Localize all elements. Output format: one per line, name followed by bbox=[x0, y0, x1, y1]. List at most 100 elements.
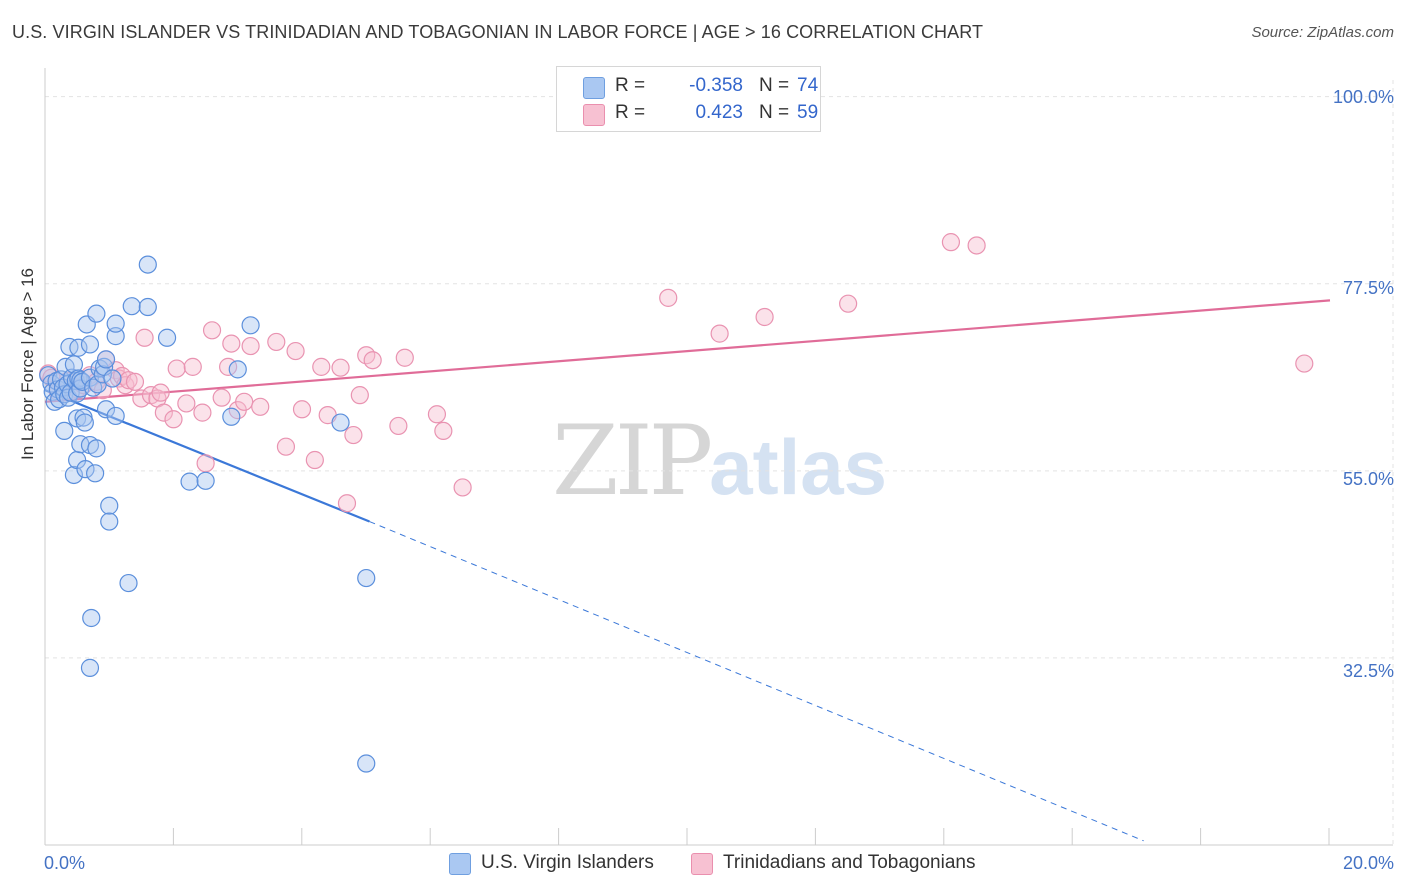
point-trinidadians bbox=[755, 307, 774, 327]
x-tick-label-min: 0.0% bbox=[44, 853, 86, 873]
point-trinidadians bbox=[135, 328, 154, 347]
point-trinidadians bbox=[839, 294, 858, 313]
axes bbox=[44, 68, 1393, 846]
point-virgin-islanders bbox=[82, 608, 101, 628]
legend-swatch-blue bbox=[583, 77, 605, 99]
point-trinidadians bbox=[241, 336, 260, 356]
point-virgin-islanders bbox=[196, 471, 215, 490]
x-tick-label-max: 20.0% bbox=[1342, 853, 1394, 873]
point-trinidadians bbox=[286, 341, 305, 361]
point-virgin-islanders bbox=[50, 390, 69, 409]
point-virgin-islanders bbox=[106, 406, 125, 426]
point-trinidadians bbox=[251, 397, 270, 416]
point-trinidadians bbox=[710, 324, 729, 343]
y-tick-label-32-5: 32.5% bbox=[1342, 661, 1394, 681]
point-trinidadians bbox=[344, 425, 363, 445]
point-trinidadians bbox=[389, 416, 408, 436]
point-trinidadians bbox=[337, 494, 357, 513]
point-trinidadians bbox=[151, 383, 170, 402]
legend-r-value: 0.423 bbox=[695, 102, 743, 123]
point-trinidadians bbox=[212, 388, 231, 407]
point-trinidadians bbox=[427, 405, 447, 424]
point-trinidadians bbox=[202, 321, 222, 340]
point-trinidadians bbox=[119, 371, 138, 390]
point-trinidadians bbox=[132, 389, 151, 408]
point-virgin-islanders bbox=[228, 360, 247, 379]
point-virgin-islanders bbox=[93, 365, 112, 384]
point-virgin-islanders bbox=[357, 754, 376, 773]
point-trinidadians bbox=[350, 386, 369, 405]
trend-line-virgin-islanders bbox=[44, 389, 370, 523]
series-swatch-blue bbox=[449, 853, 471, 875]
point-virgin-islanders bbox=[86, 464, 105, 483]
point-trinidadians bbox=[312, 357, 331, 376]
watermark-zip: ZIP bbox=[552, 405, 713, 517]
point-trinidadians bbox=[941, 233, 961, 252]
point-virgin-islanders bbox=[138, 297, 157, 317]
point-trinidadians bbox=[331, 358, 350, 377]
trend-lines bbox=[44, 299, 1331, 842]
y-tick-label-55: 55.0% bbox=[1342, 469, 1394, 489]
point-trinidadians bbox=[363, 351, 382, 370]
point-trinidadians bbox=[395, 348, 414, 367]
point-trinidadians bbox=[305, 450, 324, 470]
point-trinidadians bbox=[125, 372, 145, 391]
point-trinidadians bbox=[154, 403, 173, 422]
series-legend-label: U.S. Virgin Islanders bbox=[481, 852, 654, 873]
point-virgin-islanders bbox=[222, 407, 241, 426]
point-virgin-islanders bbox=[96, 350, 116, 369]
point-virgin-islanders bbox=[357, 568, 376, 588]
point-trinidadians bbox=[659, 288, 678, 307]
series-swatch-pink bbox=[691, 853, 713, 875]
point-virgin-islanders bbox=[331, 413, 350, 432]
point-trinidadians bbox=[292, 400, 312, 419]
legend-r-label: R = bbox=[615, 102, 646, 123]
point-virgin-islanders bbox=[75, 413, 94, 432]
point-virgin-islanders bbox=[106, 314, 125, 333]
point-virgin-islanders bbox=[119, 573, 138, 593]
chart-title: U.S. VIRGIN ISLANDER VS TRINIDADIAN AND … bbox=[12, 22, 984, 42]
watermark-atlas: atlas bbox=[709, 423, 888, 511]
legend-n-value: 59 bbox=[797, 102, 819, 123]
point-virgin-islanders bbox=[106, 327, 125, 346]
point-virgin-islanders bbox=[157, 328, 177, 347]
point-virgin-islanders bbox=[87, 439, 106, 458]
y-axis-label: In Labor Force | Age > 16 bbox=[18, 267, 37, 460]
point-virgin-islanders bbox=[55, 421, 74, 441]
series-legend: U.S. Virgin Islanders Trinidadians and T… bbox=[0, 852, 1406, 878]
point-trinidadians bbox=[267, 332, 286, 352]
point-virgin-islanders bbox=[241, 316, 260, 335]
point-virgin-islanders bbox=[180, 472, 199, 491]
series-legend-label: Trinidadians and Tobagonians bbox=[723, 852, 976, 873]
trend-line-trinidadians bbox=[44, 299, 1331, 403]
legend-r-value: -0.358 bbox=[689, 75, 743, 96]
point-virgin-islanders bbox=[68, 384, 87, 403]
point-virgin-islanders bbox=[69, 338, 88, 357]
point-virgin-islanders bbox=[96, 400, 116, 419]
point-virgin-islanders bbox=[100, 496, 119, 515]
legend-n-label: N = bbox=[759, 102, 790, 123]
point-trinidadians bbox=[1295, 354, 1314, 373]
point-virgin-islanders bbox=[122, 297, 141, 316]
watermark: ZIPatlas bbox=[552, 405, 887, 517]
correlation-legend: R = -0.358 N = 74 R = 0.423 N = 59 bbox=[556, 66, 821, 132]
legend-r-label: R = bbox=[615, 75, 646, 96]
legend-n-value: 74 bbox=[797, 75, 819, 96]
point-virgin-islanders bbox=[138, 255, 157, 274]
point-trinidadians bbox=[196, 454, 215, 473]
legend-n-label: N = bbox=[759, 75, 790, 96]
point-trinidadians bbox=[276, 437, 296, 456]
point-virgin-islanders bbox=[76, 460, 95, 479]
point-virgin-islanders bbox=[87, 304, 106, 323]
point-virgin-islanders bbox=[103, 369, 122, 388]
point-trinidadians bbox=[222, 334, 241, 353]
point-trinidadians bbox=[164, 410, 183, 429]
point-trinidadians bbox=[167, 359, 186, 378]
point-virgin-islanders bbox=[59, 388, 78, 407]
point-trinidadians bbox=[235, 392, 254, 411]
point-trinidadians bbox=[434, 421, 453, 441]
point-virgin-islanders bbox=[80, 335, 100, 354]
point-virgin-islanders bbox=[64, 465, 84, 485]
point-trinidadians bbox=[967, 236, 986, 255]
